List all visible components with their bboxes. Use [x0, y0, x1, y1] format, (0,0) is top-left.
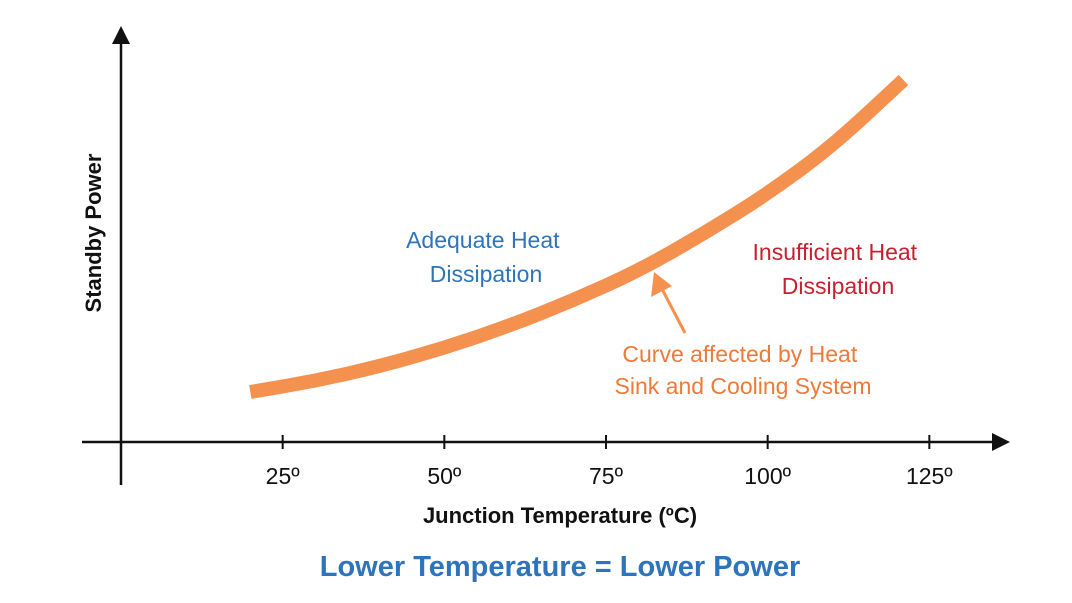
- annotation-insufficient-line-2: Dissipation: [782, 273, 895, 299]
- annotation-curve-line-1: Curve affected by Heat: [622, 341, 857, 367]
- annotation-adequate-line-2: Dissipation: [430, 261, 543, 287]
- x-tick-label: 75º: [589, 463, 624, 489]
- annotation-curve-line-2: Sink and Cooling System: [615, 373, 872, 399]
- annotation-insufficient-heat: Insufficient Heat Dissipation: [753, 239, 924, 299]
- x-tick-label: 50º: [427, 463, 462, 489]
- chart-caption: Lower Temperature = Lower Power: [320, 551, 801, 583]
- annotation-adequate-line-1: Adequate Heat: [406, 227, 560, 253]
- annotation-arrow-head: [651, 272, 672, 297]
- y-axis-arrow: [112, 26, 130, 44]
- annotation-insufficient-line-1: Insufficient Heat: [753, 239, 918, 265]
- x-tick-label: 25º: [266, 463, 301, 489]
- annotation-curve-note: Curve affected by Heat Sink and Cooling …: [615, 341, 872, 399]
- annotation-adequate-heat: Adequate Heat Dissipation: [406, 227, 566, 287]
- annotation-arrow: [659, 286, 687, 334]
- x-tick-label: 100º: [744, 463, 791, 489]
- series-line: [249, 74, 909, 399]
- x-tick-label: 125º: [906, 463, 953, 489]
- x-axis-arrow: [992, 433, 1010, 451]
- x-axis-label: Junction Temperature (ºC): [423, 503, 697, 528]
- x-tick-group: 25º 50º 75º 100º 125º: [266, 435, 953, 489]
- y-axis-label: Standby Power: [81, 153, 106, 312]
